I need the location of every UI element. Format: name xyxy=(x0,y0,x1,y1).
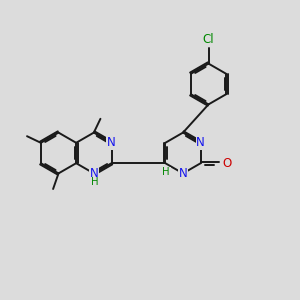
Text: N: N xyxy=(196,136,205,149)
Text: H: H xyxy=(163,167,170,177)
Text: N: N xyxy=(178,167,188,180)
Text: H: H xyxy=(91,177,98,188)
Text: N: N xyxy=(107,136,116,149)
Text: O: O xyxy=(222,157,232,170)
Text: N: N xyxy=(89,167,98,180)
Text: Cl: Cl xyxy=(203,33,214,46)
